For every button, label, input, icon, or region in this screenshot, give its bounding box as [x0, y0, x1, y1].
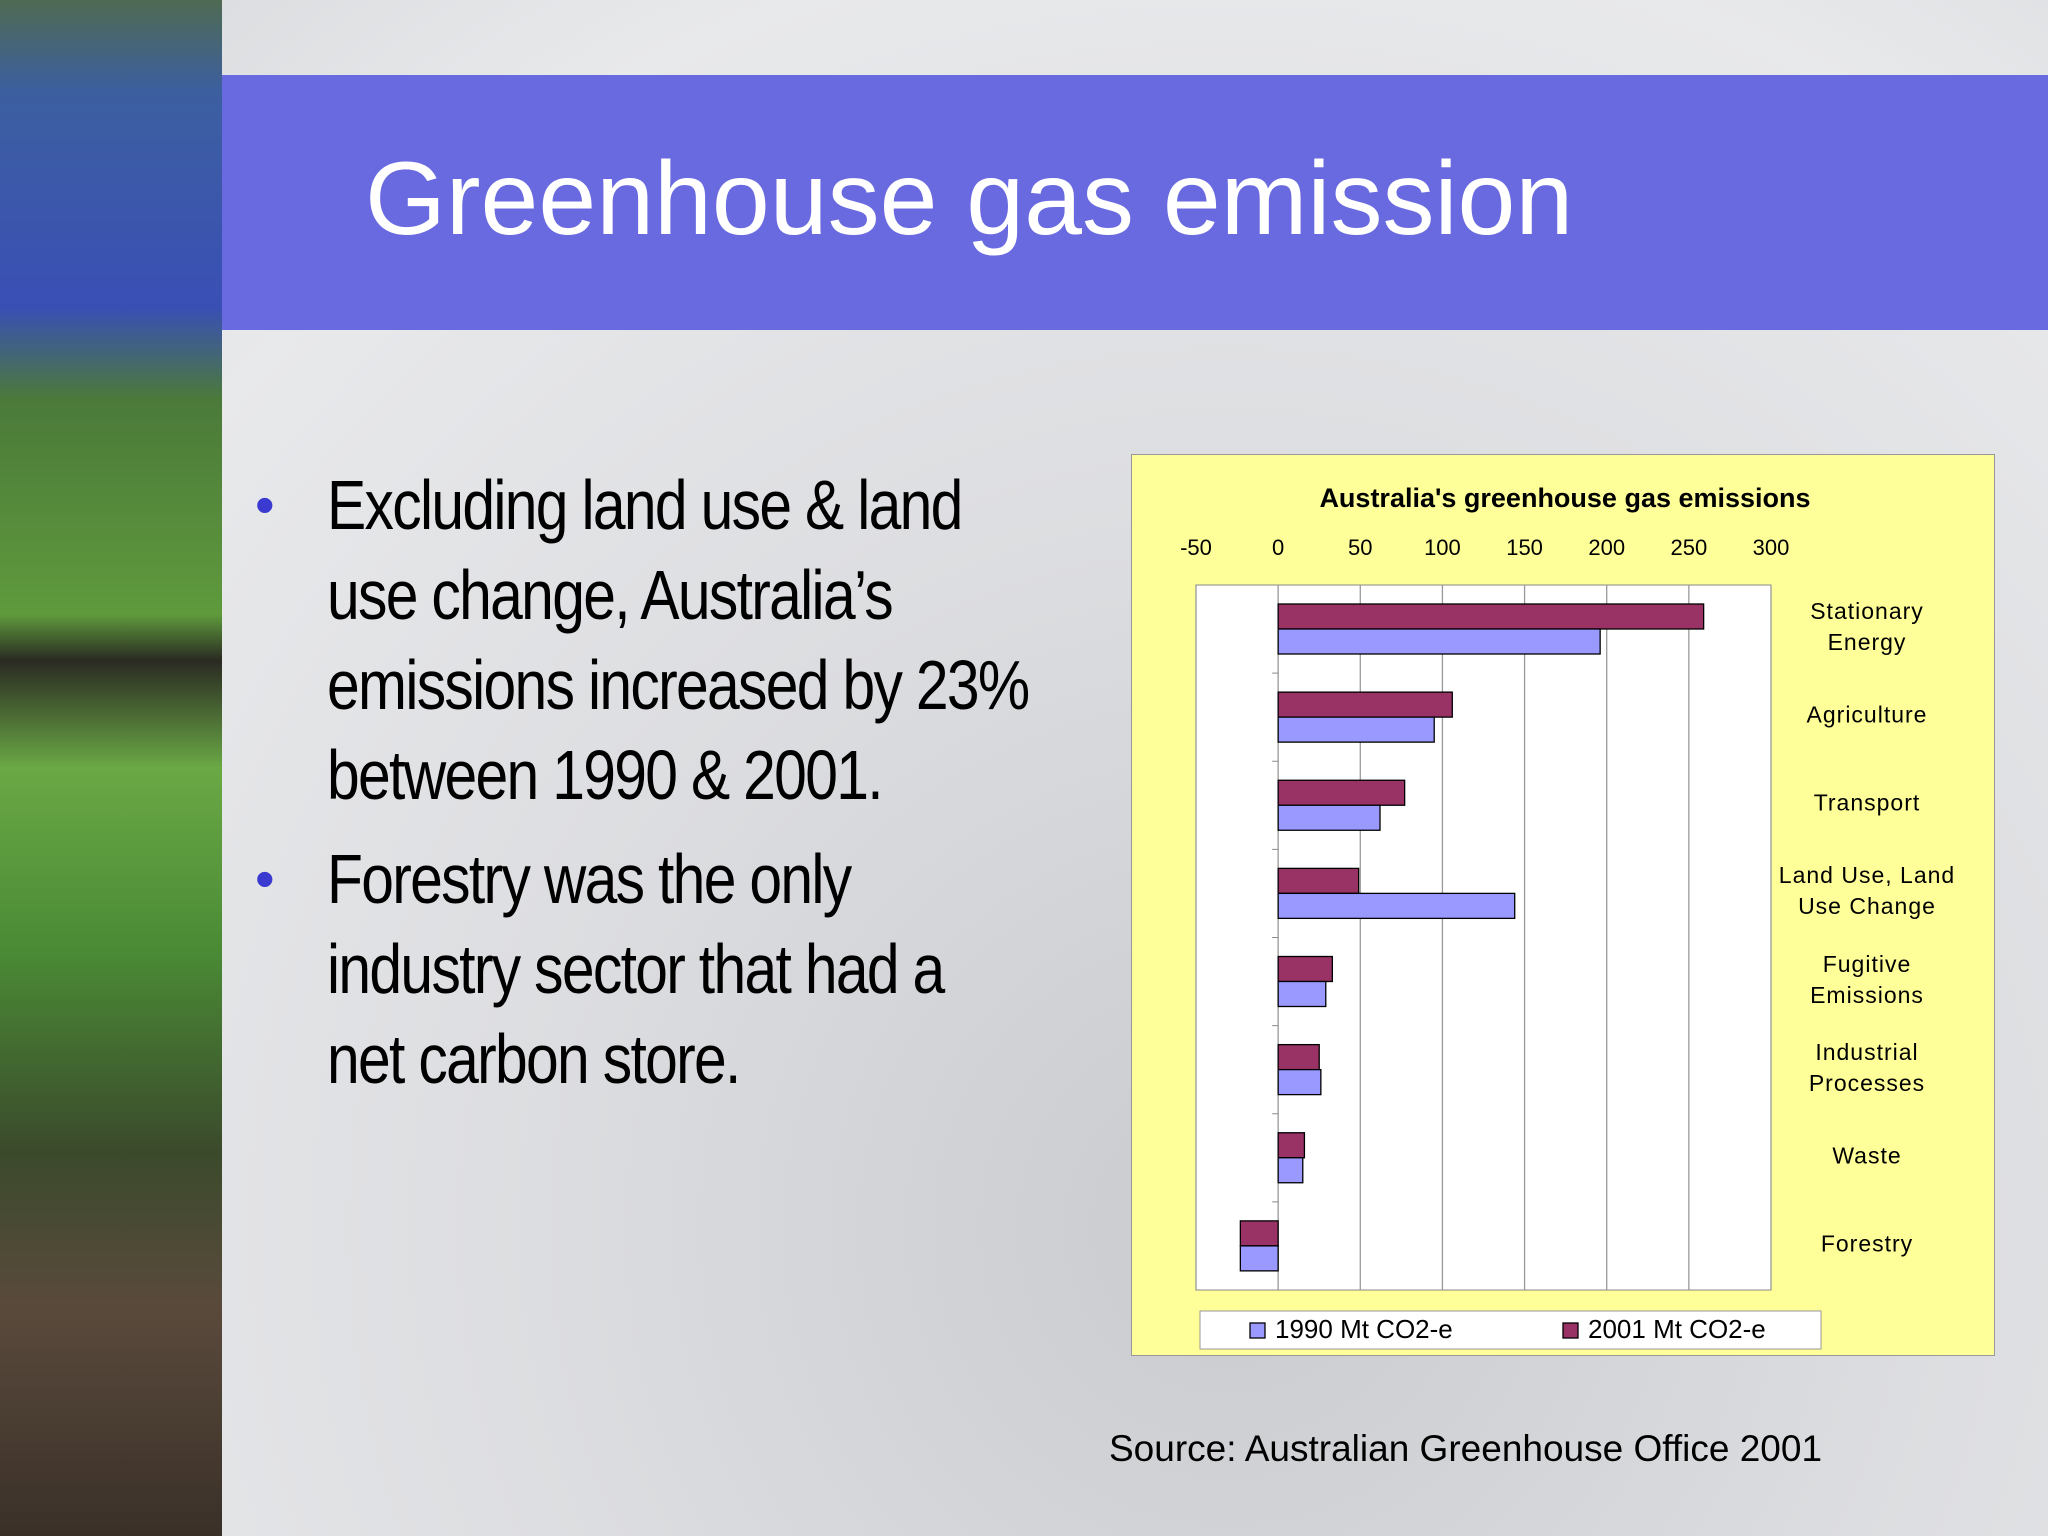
legend-swatch [1562, 1322, 1579, 1339]
category-label: Agriculture [1806, 701, 1928, 728]
bar [1277, 1132, 1306, 1159]
legend-swatch [1249, 1322, 1266, 1339]
bar [1277, 1043, 1320, 1071]
bar [1277, 779, 1406, 806]
bar [1277, 980, 1327, 1008]
bullet: Excluding land use & land use change, Au… [250, 460, 1090, 820]
bullet-text: Excluding land use & land use change, Au… [327, 466, 1030, 814]
bar [1277, 804, 1381, 831]
bar [1277, 892, 1516, 920]
x-tick-label: 0 [1272, 535, 1284, 560]
legend-box [1199, 1310, 1822, 1350]
source-note: Source: Australian Greenhouse Office 200… [1109, 1428, 1823, 1469]
title-band [222, 75, 2048, 330]
category-label: Forestry [1820, 1230, 1914, 1257]
bar [1239, 1220, 1279, 1247]
slide-title: Greenhouse gas emission [365, 141, 1574, 257]
x-tick-label: 200 [1588, 535, 1625, 560]
x-tick-label: 250 [1670, 535, 1707, 560]
category-label: Industrial Processes [1808, 1038, 1926, 1096]
bar [1277, 691, 1453, 718]
bullet-list: Excluding land use & land use change, Au… [250, 460, 1090, 1118]
bar [1277, 628, 1601, 655]
background-strip [0, 0, 222, 1536]
bar [1239, 1245, 1279, 1272]
bullet-text: Forestry was the only industry sector th… [327, 840, 945, 1098]
x-tick-label: 150 [1506, 535, 1543, 560]
category-label: Fugitive Emissions [1810, 950, 1924, 1008]
x-tick-label: 100 [1424, 535, 1461, 560]
x-tick-label: 50 [1348, 535, 1372, 560]
bar [1277, 955, 1334, 983]
bar [1277, 867, 1360, 895]
category-label: Stationary Energy [1810, 598, 1924, 656]
bar [1277, 1157, 1304, 1184]
chart-title: Australia's greenhouse gas emissions [1319, 483, 1810, 513]
category-label: Land Use, Land Use Change [1778, 862, 1956, 920]
legend-label: 2001 Mt CO2-e [1588, 1314, 1766, 1344]
bar [1277, 603, 1705, 630]
bar [1277, 1068, 1322, 1096]
category-label: Waste [1832, 1142, 1902, 1169]
x-tick-label: -50 [1180, 535, 1212, 560]
legend-label: 1990 Mt CO2-e [1275, 1314, 1453, 1344]
bar [1277, 716, 1435, 743]
x-tick-label: 300 [1753, 535, 1790, 560]
bullet: Forestry was the only industry sector th… [250, 834, 1090, 1104]
plot-area [1195, 584, 1772, 1291]
category-label: Transport [1813, 789, 1921, 816]
